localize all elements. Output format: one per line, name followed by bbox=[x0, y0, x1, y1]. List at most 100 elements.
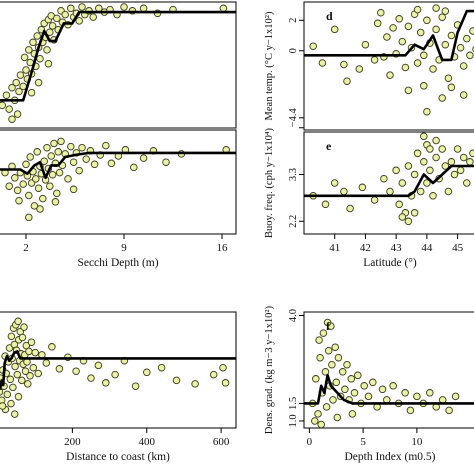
x-tick-label: 42 bbox=[360, 242, 371, 254]
data-point bbox=[157, 363, 166, 372]
data-point bbox=[16, 71, 25, 79]
fit-line bbox=[304, 374, 474, 405]
data-point bbox=[130, 163, 138, 172]
data-point bbox=[21, 367, 30, 375]
data-point bbox=[7, 332, 16, 341]
data-point bbox=[389, 382, 397, 390]
data-point bbox=[36, 205, 44, 213]
data-point bbox=[398, 213, 407, 221]
data-point bbox=[451, 392, 460, 401]
data-point bbox=[426, 166, 434, 175]
data-point bbox=[318, 59, 327, 67]
data-point bbox=[19, 180, 27, 188]
data-point bbox=[53, 14, 61, 23]
data-point bbox=[15, 87, 23, 96]
data-point bbox=[34, 78, 43, 87]
data-point bbox=[131, 382, 140, 390]
panel-letter: d bbox=[326, 9, 333, 23]
data-point bbox=[9, 383, 17, 392]
x-tick-label: 0 bbox=[307, 436, 313, 448]
data-point bbox=[139, 4, 148, 13]
data-point bbox=[72, 367, 80, 375]
data-point bbox=[343, 77, 351, 85]
data-point bbox=[5, 105, 13, 113]
data-point bbox=[120, 3, 128, 11]
data-point bbox=[420, 82, 428, 90]
x-axis-label: Secchi Depth (m) bbox=[77, 257, 158, 269]
data-point bbox=[2, 91, 11, 99]
y-tick-label: 0 bbox=[288, 48, 299, 53]
x-tick-label: 600 bbox=[213, 436, 230, 448]
data-point bbox=[67, 142, 75, 151]
data-point bbox=[309, 42, 317, 50]
data-point bbox=[13, 110, 22, 118]
data-point bbox=[107, 159, 116, 168]
data-point bbox=[447, 158, 456, 166]
data-point bbox=[6, 375, 15, 384]
data-point bbox=[315, 336, 323, 344]
data-point bbox=[43, 46, 51, 54]
data-point bbox=[25, 213, 33, 222]
data-point bbox=[69, 185, 78, 194]
data-point bbox=[33, 148, 41, 156]
data-point bbox=[395, 15, 403, 23]
data-point bbox=[102, 141, 110, 150]
y-tick-label: 1.5 bbox=[288, 397, 299, 410]
panel-letter: e bbox=[326, 139, 332, 153]
data-point bbox=[341, 385, 349, 394]
x-tick-label: 400 bbox=[139, 436, 156, 448]
data-point bbox=[11, 362, 19, 371]
data-point bbox=[328, 360, 336, 369]
data-point bbox=[432, 4, 440, 12]
data-point bbox=[447, 31, 456, 40]
y-tick-label: 4.0 bbox=[288, 309, 299, 322]
data-point bbox=[469, 27, 474, 35]
data-point bbox=[386, 71, 394, 79]
data-point bbox=[312, 375, 320, 383]
data-point bbox=[57, 137, 65, 146]
data-point bbox=[429, 65, 437, 73]
y-axis-label: Dens. grad. (kg m−3 y−1x10²) bbox=[264, 305, 275, 434]
data-point bbox=[321, 368, 330, 376]
data-point bbox=[441, 162, 450, 170]
data-point bbox=[426, 389, 434, 397]
plot-frame bbox=[0, 311, 237, 429]
data-point bbox=[373, 19, 382, 28]
data-point bbox=[317, 420, 325, 429]
data-point bbox=[330, 25, 339, 34]
y-axis-label: Mean temp. (°C y−1x10²) bbox=[264, 11, 275, 120]
data-point bbox=[463, 179, 471, 187]
data-point bbox=[398, 37, 407, 46]
data-point bbox=[432, 153, 440, 162]
data-point bbox=[355, 65, 364, 73]
data-point bbox=[12, 78, 20, 87]
data-point bbox=[346, 204, 354, 213]
data-point bbox=[469, 149, 474, 158]
data-point bbox=[39, 194, 47, 203]
data-point bbox=[444, 187, 453, 196]
data-point bbox=[398, 179, 407, 187]
data-point bbox=[36, 54, 44, 63]
data-point bbox=[420, 132, 428, 141]
data-point bbox=[30, 202, 39, 210]
data-point bbox=[450, 170, 459, 179]
data-point bbox=[404, 162, 413, 170]
data-point bbox=[404, 217, 413, 226]
data-point bbox=[42, 359, 51, 367]
data-point bbox=[15, 196, 23, 205]
data-point bbox=[48, 170, 57, 179]
data-point bbox=[369, 378, 377, 387]
data-point bbox=[348, 410, 357, 418]
data-point bbox=[386, 187, 394, 196]
data-point bbox=[54, 148, 62, 156]
data-point bbox=[420, 158, 428, 166]
data-point bbox=[162, 158, 170, 166]
data-point bbox=[143, 368, 151, 377]
data-point bbox=[347, 375, 356, 383]
data-point bbox=[322, 403, 331, 411]
data-point bbox=[55, 365, 64, 373]
data-point bbox=[380, 174, 388, 183]
data-point bbox=[332, 378, 341, 387]
data-point bbox=[314, 410, 322, 418]
data-point bbox=[94, 361, 103, 370]
